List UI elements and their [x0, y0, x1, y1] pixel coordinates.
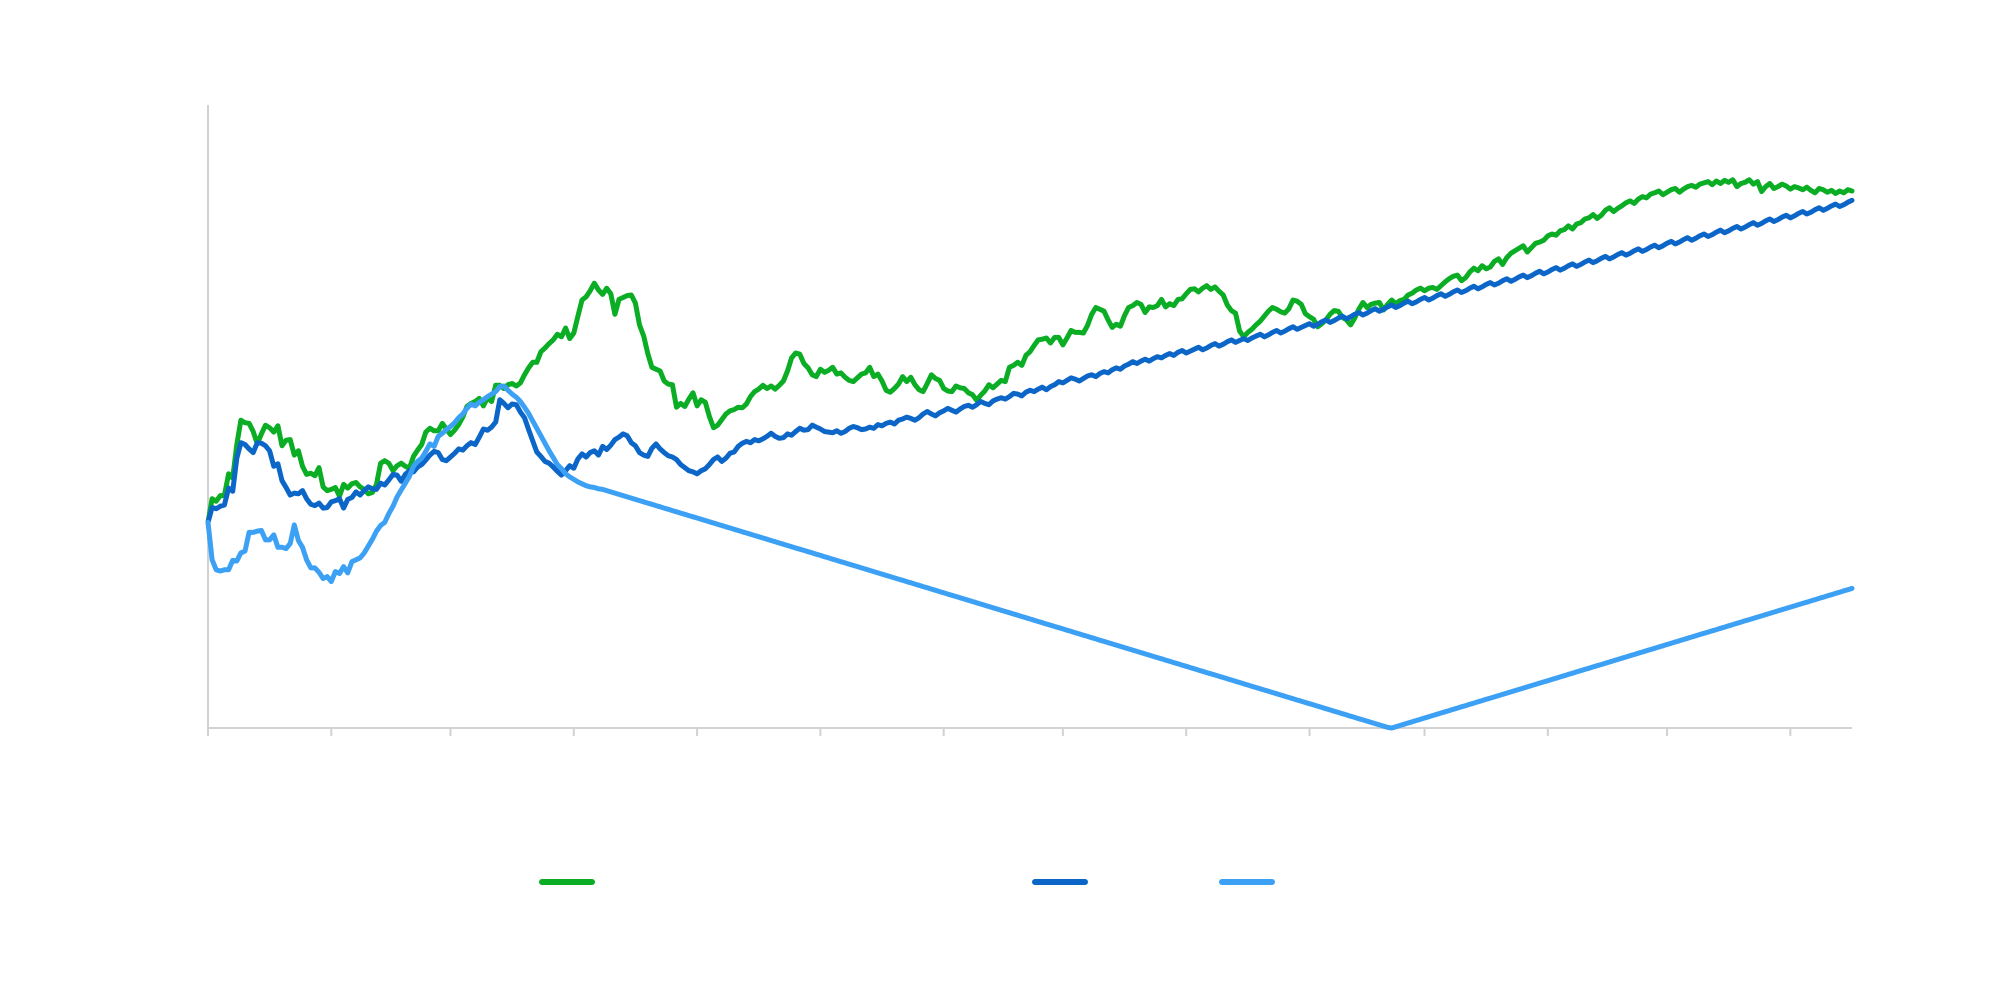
series-line-1 [205, 177, 1855, 525]
series-layer [205, 177, 1855, 731]
x-axis-ticks [207, 728, 1792, 736]
series-line-2 [205, 197, 1855, 525]
chart-axes [207, 105, 1852, 736]
series-line-3 [205, 383, 1855, 731]
